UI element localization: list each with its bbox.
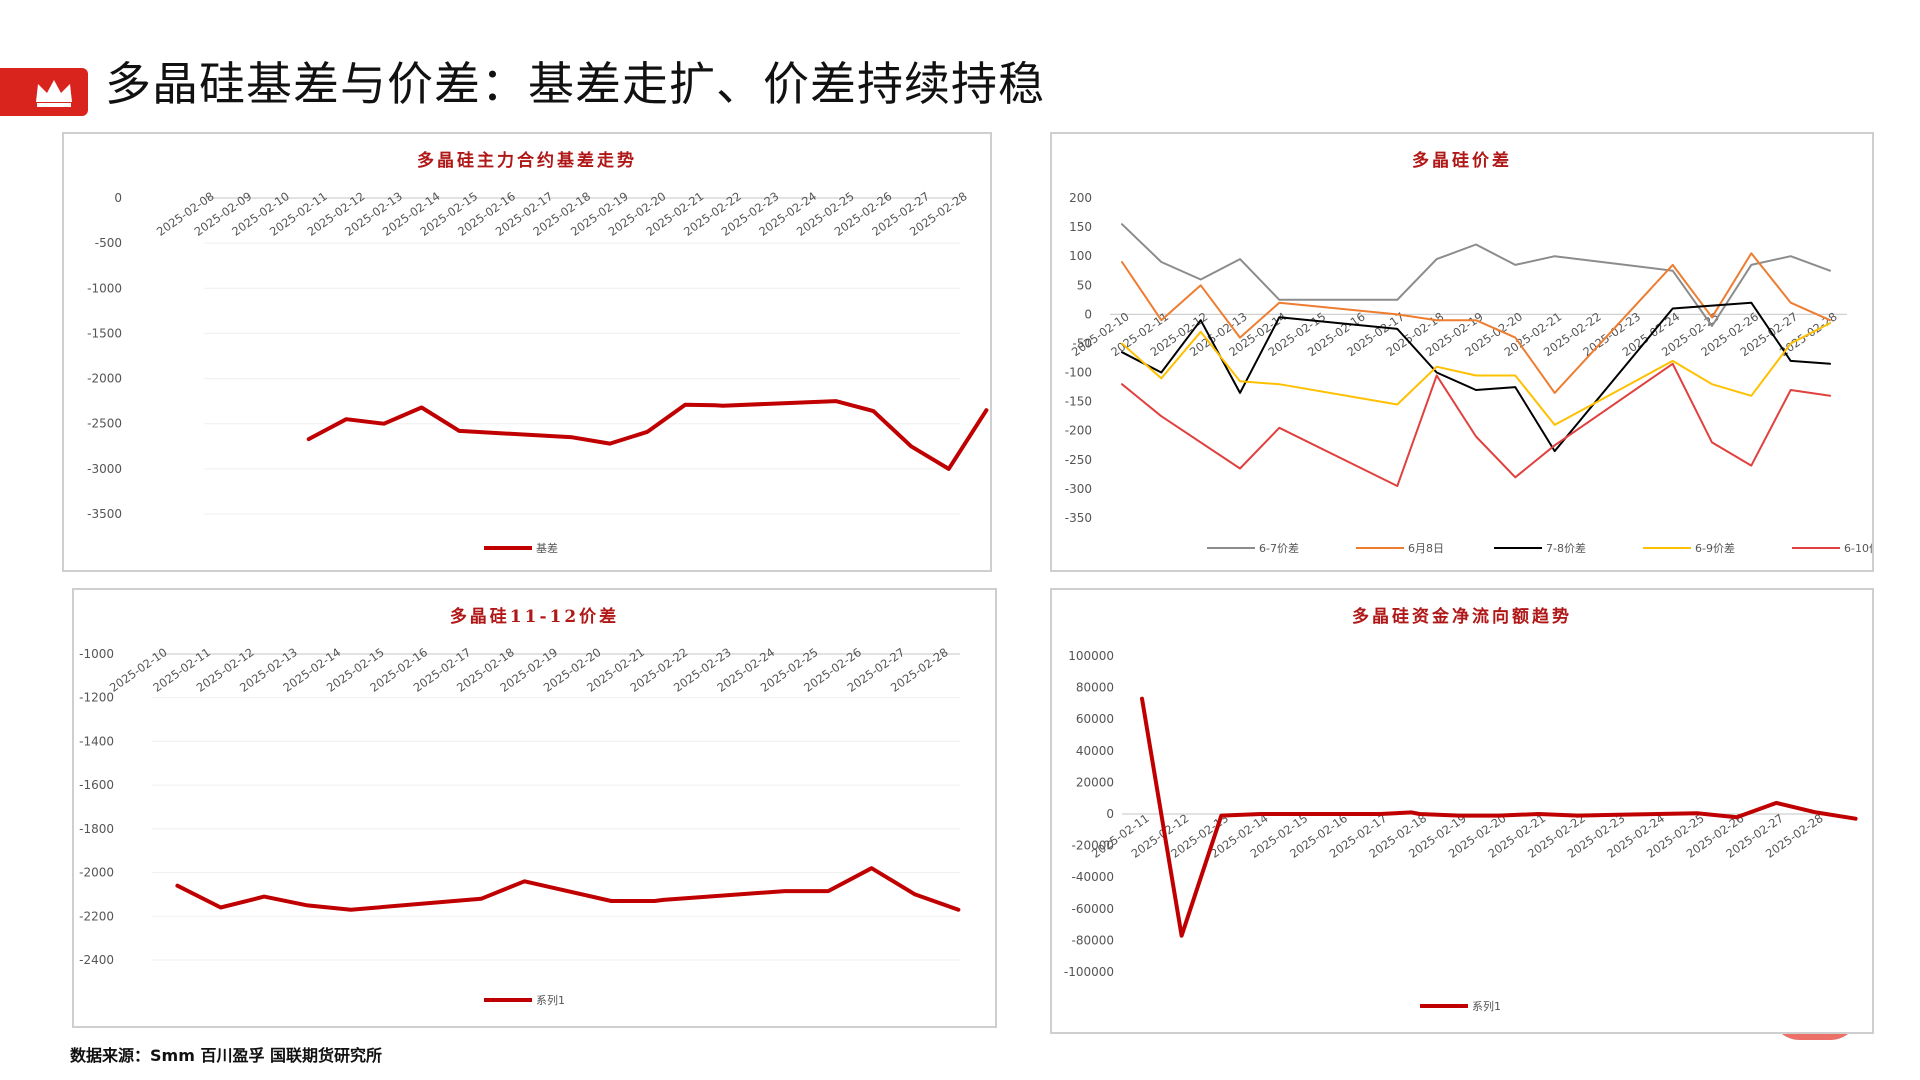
legend-label: 系列1 bbox=[1472, 999, 1501, 1013]
y-tick-label: 0 bbox=[1084, 307, 1092, 321]
y-tick-label: -1000 bbox=[87, 281, 122, 295]
y-tick-label: -500 bbox=[95, 236, 122, 250]
series-line-4 bbox=[1121, 362, 1831, 487]
page-title: 多晶硅基差与价差：基差走扩、价差持续持稳 bbox=[105, 57, 1045, 111]
y-tick-label: -250 bbox=[1065, 453, 1092, 467]
basis-chart: 0-500-1000-1500-2000-2500-3000-35002025-… bbox=[87, 189, 989, 555]
y-tick-label: 100000 bbox=[1068, 649, 1114, 663]
y-tick-label: -1000 bbox=[79, 647, 114, 661]
y-tick-label: 20000 bbox=[1076, 775, 1114, 789]
spread1112-chart-panel: 多晶硅11-12价差 -1000 -1200 -1400 -1600 -1800 -200… bbox=[72, 588, 997, 1028]
legend-label: 6-10价差 bbox=[1844, 541, 1872, 555]
y-tick-label: -100 bbox=[1065, 366, 1092, 380]
y-tick-label: -2000 bbox=[87, 372, 122, 386]
series-line-0 bbox=[1121, 223, 1831, 327]
y-tick-label: -80000 bbox=[1071, 933, 1114, 947]
y-tick-label: 50 bbox=[1077, 278, 1092, 292]
y-tick-label: 100 bbox=[1069, 249, 1092, 263]
series-line-0 bbox=[1140, 696, 1858, 938]
y-tick-label: -60000 bbox=[1071, 902, 1114, 916]
data-source-note: 数据来源：Smm 百川盈孚 国联期货研究所 bbox=[70, 1046, 383, 1065]
y-tick-label: -100000 bbox=[1064, 965, 1114, 979]
y-tick-label: -1600 bbox=[79, 778, 114, 792]
legend-label: 系列1 bbox=[536, 993, 565, 1007]
y-tick-label: -1500 bbox=[87, 326, 122, 340]
y-tick-label: -1400 bbox=[79, 734, 114, 748]
y-tick-label: -150 bbox=[1065, 395, 1092, 409]
chart-title: 多晶硅价差 bbox=[1412, 151, 1512, 171]
chart-title: 多晶硅资金净流向额趋势 bbox=[1352, 607, 1572, 627]
series-line-0 bbox=[175, 866, 961, 912]
crown-badge bbox=[0, 68, 88, 116]
flow-chart: 100000 80000 60000 40000 20000 0 -20000 -40000 -… bbox=[1064, 649, 1858, 1013]
series-line-0 bbox=[306, 399, 989, 471]
y-tick-label: 0 bbox=[1106, 807, 1114, 821]
y-tick-label: -3000 bbox=[87, 462, 122, 476]
spread1112-chart: -1000 -1200 -1400 -1600 -1800 -2000 -2200 -2400… bbox=[79, 645, 961, 1007]
chart-title: 多晶硅主力合约基差走势 bbox=[417, 151, 637, 171]
chart-title: 多晶硅11-12价差 bbox=[449, 607, 620, 627]
y-tick-label: -2200 bbox=[79, 909, 114, 923]
y-tick-label: -200 bbox=[1065, 424, 1092, 438]
y-tick-label: 0 bbox=[114, 191, 122, 205]
spreads-chart-panel: 多晶硅价差 200 150 100 50 0 -50 -100 -150 -200 -250 -30… bbox=[1050, 132, 1874, 572]
series-line-1 bbox=[1121, 252, 1831, 394]
y-tick-label: -1800 bbox=[79, 822, 114, 836]
legend-label: 6月8日 bbox=[1408, 542, 1444, 555]
series-line-2 bbox=[1121, 301, 1831, 453]
y-tick-label: -2500 bbox=[87, 417, 122, 431]
y-tick-label: -40000 bbox=[1071, 870, 1114, 884]
spreads-chart: 200150100500-50-100-150-200-250-300-3502… bbox=[1065, 191, 1872, 555]
y-tick-label: -300 bbox=[1065, 482, 1092, 496]
y-tick-label: -350 bbox=[1065, 511, 1092, 525]
y-tick-label: 150 bbox=[1069, 220, 1092, 234]
y-tick-label: -1200 bbox=[79, 691, 114, 705]
crown-icon bbox=[36, 80, 72, 107]
basis-chart-panel: 多晶硅主力合约基差走势 0 -500 -1000 -1500 -2000 -2500 -30… bbox=[62, 132, 992, 572]
y-tick-label: 40000 bbox=[1076, 744, 1114, 758]
flow-chart-panel: 多晶硅资金净流向额趋势 100000 80000 60000 40000 20000 0 -… bbox=[1050, 588, 1874, 1034]
series-line-3 bbox=[1121, 322, 1831, 426]
legend-label: 基差 bbox=[536, 541, 558, 555]
y-tick-label: -2400 bbox=[79, 953, 114, 967]
y-tick-label: -3500 bbox=[87, 507, 122, 521]
legend-label: 6-9价差 bbox=[1695, 541, 1735, 555]
legend-label: 7-8价差 bbox=[1546, 541, 1586, 555]
y-tick-label: 60000 bbox=[1076, 712, 1114, 726]
legend-label: 6-7价差 bbox=[1259, 541, 1299, 555]
y-tick-label: -50 bbox=[1072, 336, 1092, 350]
y-tick-label: -2000 bbox=[79, 866, 114, 880]
y-tick-label: -20000 bbox=[1071, 839, 1114, 853]
y-tick-label: 80000 bbox=[1076, 681, 1114, 695]
y-tick-label: 200 bbox=[1069, 191, 1092, 205]
